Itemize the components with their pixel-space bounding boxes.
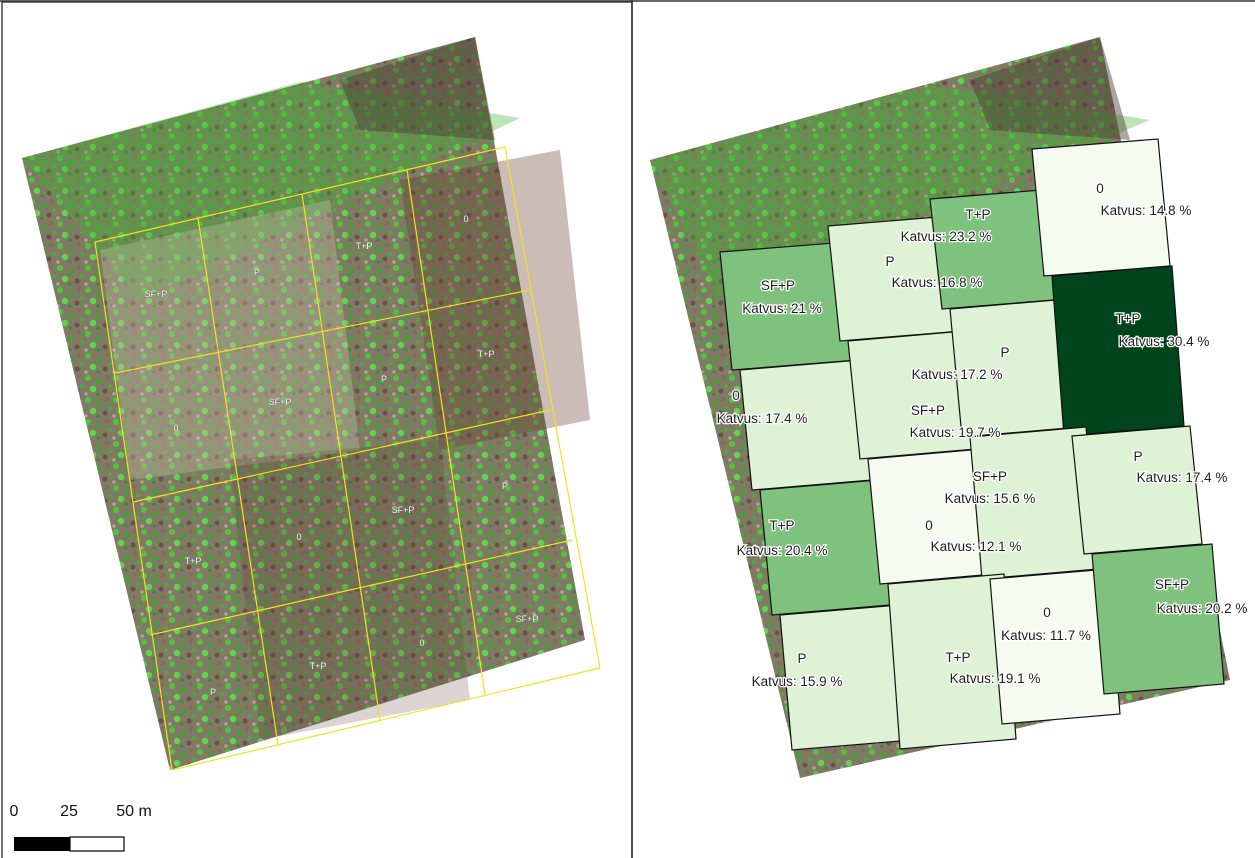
right-plot-name-r1c1: SF+P — [761, 278, 795, 293]
left-plot-label-r3c4: P — [502, 481, 508, 491]
left-plot-label-r4c2: T+P — [310, 661, 327, 671]
right-plot-name-r4c4: SF+P — [1155, 577, 1189, 592]
left-plot-label-r2c3: P — [381, 374, 387, 384]
left-plot-label-r3c2: 0 — [296, 532, 301, 542]
right-plot-coverage-r4c3: Katvus: 11.7 % — [1001, 628, 1091, 643]
right-plot-coverage-r1c3: Katvus: 23.2 % — [901, 229, 992, 244]
right-plot-name-r2c4: T+P — [1115, 311, 1140, 326]
scale-label-25: 25 — [60, 803, 78, 820]
right-plot-coverage-r2c2: Katvus: 19.7 % — [910, 425, 1001, 440]
right-plot-coverage-r2c3: Katvus: 17.2 % — [912, 367, 1003, 382]
right-plot-coverage-r3c2: Katvus: 12.1 % — [931, 539, 1022, 554]
right-plot-name-r3c3: SF+P — [973, 469, 1007, 484]
left-plot-label-r2c1: 0 — [173, 423, 178, 433]
right-plot-coverage-r2c1: Katvus: 17.4 % — [717, 411, 808, 426]
right-plot-name-r3c4: P — [1133, 449, 1142, 464]
scale-bar-dark — [14, 837, 70, 851]
left-plot-labels: SF+P P T+P 0 0 SF+P P T+P T+P 0 SF+P P P… — [144, 214, 539, 697]
right-plot-name-r2c2: SF+P — [911, 403, 945, 418]
right-plot-coverage-r1c1: Katvus: 21 % — [742, 301, 822, 316]
left-plot-grid — [94, 146, 601, 771]
right-plot-name-r3c1: T+P — [769, 518, 794, 533]
right-plot-cell-r4c2 — [887, 573, 1017, 750]
right-plot-name-r4c3: 0 — [1043, 605, 1051, 620]
right-plot-cell-r2c4 — [1051, 265, 1185, 437]
left-plot-label-r4c3: 0 — [419, 638, 424, 648]
scale-label-0: 0 — [10, 803, 19, 820]
right-plot-name-r2c3: P — [1000, 345, 1009, 360]
left-plot-label-r1c2: P — [254, 267, 260, 277]
right-plot-labels: SF+P Katvus: 21 % P Katvus: 16.8 % T+P K… — [715, 180, 1248, 691]
right-plot-name-r1c2: P — [885, 254, 894, 269]
scale-bar: 0 25 50 m — [10, 803, 152, 852]
left-plot-label-r1c1: SF+P — [145, 289, 168, 299]
right-plot-coverage-r4c2: Katvus: 19.1 % — [950, 671, 1041, 686]
right-plot-coverage-r3c4: Katvus: 17.4 % — [1137, 470, 1228, 485]
left-plot-label-r4c1: P — [210, 687, 216, 697]
left-plot-label-r4c4: SF+P — [516, 614, 539, 624]
left-plot-label-r2c2: SF+P — [269, 397, 292, 407]
right-plot-name-r1c4: 0 — [1096, 181, 1104, 196]
left-plot-label-r3c1: T+P — [185, 556, 202, 566]
right-plot-grid — [719, 138, 1225, 751]
right-plot-coverage-r3c3: Katvus: 15.6 % — [945, 491, 1036, 506]
right-plot-coverage-r2c4: Katvus: 30.4 % — [1119, 334, 1210, 349]
right-plot-coverage-r4c4: Katvus: 20.2 % — [1157, 601, 1248, 616]
scale-bar-light — [69, 836, 125, 852]
right-plot-coverage-r3c1: Katvus: 20.4 % — [737, 543, 828, 558]
right-plot-coverage-r1c2: Katvus: 16.8 % — [892, 275, 983, 290]
right-plot-cell-r4c3 — [989, 568, 1121, 725]
right-plot-coverage-r4c1: Katvus: 15.9 % — [752, 674, 843, 689]
right-plot-name-r4c2: T+P — [945, 650, 970, 665]
left-plot-label-r3c3: SF+P — [392, 505, 415, 515]
right-plot-name-r1c3: T+P — [965, 207, 990, 222]
right-plot-name-r3c2: 0 — [925, 518, 933, 533]
right-plot-name-r4c1: P — [797, 651, 806, 666]
left-plot-label-r2c4: T+P — [478, 349, 495, 359]
right-plot-coverage-r1c4: Katvus: 14.8 % — [1101, 203, 1192, 218]
left-plot-label-r1c3: T+P — [356, 241, 373, 251]
scale-label-50m: 50 m — [116, 803, 152, 820]
right-plot-cell-r4c4 — [1091, 543, 1225, 695]
right-plot-cell-r3c4 — [1071, 425, 1203, 555]
left-plot-label-r1c4: 0 — [463, 214, 468, 224]
right-plot-name-r2c1: 0 — [732, 388, 740, 403]
